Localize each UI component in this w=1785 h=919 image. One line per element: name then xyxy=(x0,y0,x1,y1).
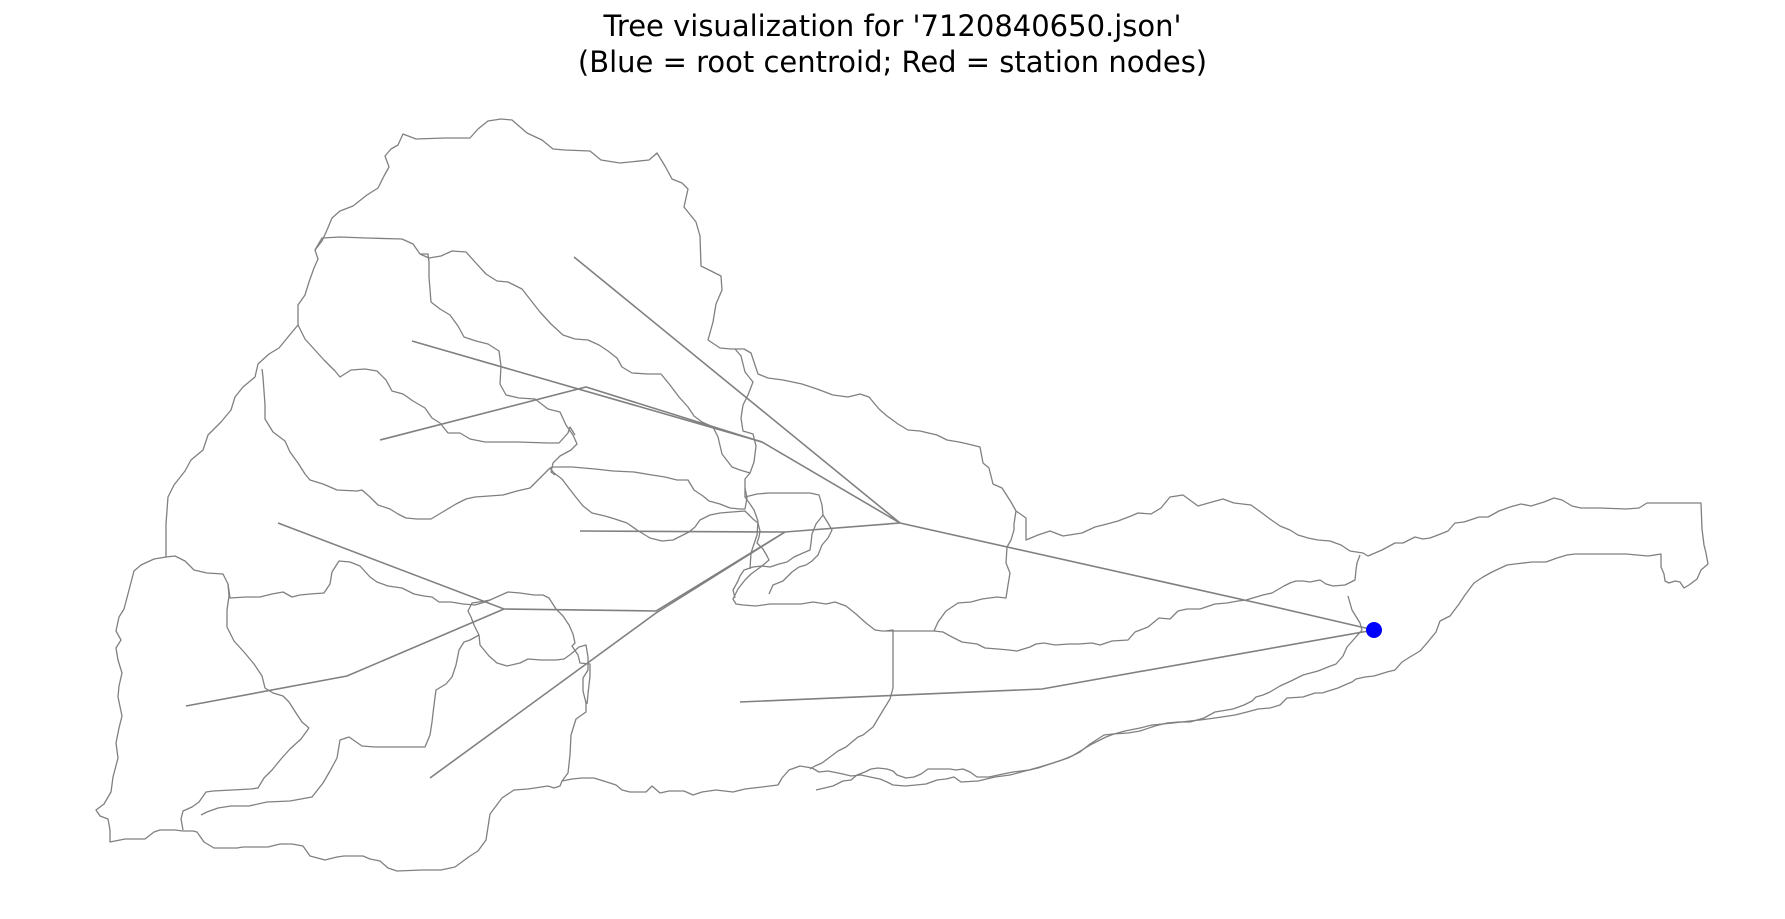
subbasin-divide xyxy=(180,727,310,831)
subbasin-divide xyxy=(314,236,757,474)
subbasin-divide xyxy=(732,514,824,599)
basin-outline xyxy=(95,118,1709,872)
subbasin-divide xyxy=(744,492,824,516)
subbasin-divide xyxy=(744,472,759,570)
subbasin-divide xyxy=(297,324,576,444)
tree-edge xyxy=(739,629,1375,703)
figure-title: Tree visualization for '7120840650.json'… xyxy=(0,8,1785,80)
subbasin-divide xyxy=(549,466,748,510)
title-line-1: Tree visualization for '7120840650.json' xyxy=(603,9,1182,43)
subbasin-divide xyxy=(261,368,551,520)
subbasin-divide xyxy=(420,253,578,476)
subbasin-divide xyxy=(815,595,1363,791)
subbasin-divide xyxy=(467,591,591,705)
tree-edge xyxy=(573,256,901,524)
root-centroid-node xyxy=(1366,622,1382,638)
subbasin-divide xyxy=(933,554,1361,652)
subbasin-divide xyxy=(226,583,310,729)
tree-edge xyxy=(379,386,763,443)
tree-edge xyxy=(899,522,1375,631)
subbasin-boundaries xyxy=(95,118,1709,872)
subbasin-divide xyxy=(165,555,491,606)
tree-edge xyxy=(277,522,786,612)
title-line-2: (Blue = root centroid; Red = station nod… xyxy=(577,45,1208,79)
tree-edges xyxy=(185,256,1375,779)
subbasin-divide xyxy=(200,634,480,816)
subbasin-divide xyxy=(549,467,886,632)
subbasin-divide xyxy=(933,510,1017,632)
tree-nodes xyxy=(1366,622,1382,638)
subbasin-divide xyxy=(809,629,894,770)
tree-edge xyxy=(185,608,505,707)
subbasin-divide xyxy=(768,514,833,595)
subbasin-divide xyxy=(478,634,589,782)
tree-edge xyxy=(429,531,786,779)
